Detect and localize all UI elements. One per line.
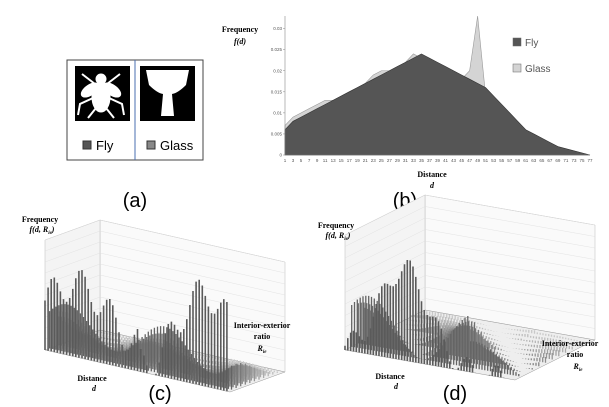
x-tick-label: 41 (443, 158, 449, 163)
depth-label: ratio (567, 350, 583, 359)
depth-label: ratio (254, 332, 270, 341)
y-axis-symbol: f(d) (234, 37, 246, 46)
y-tick-label: 0.005 (271, 131, 283, 136)
legend-swatch (513, 38, 521, 46)
x-tick-label: 49 (475, 158, 481, 163)
x-tick-label: 47 (467, 158, 473, 163)
x-tick-label: 31 (403, 158, 409, 163)
figure: Fly Glass (a) Frequency f(d) Distance d … (0, 0, 609, 407)
legend-swatch (147, 141, 155, 149)
depth-label: Interior-exterior (234, 321, 291, 330)
x-tick-label: 67 (547, 158, 553, 163)
symbol-part: f(d, R (30, 225, 49, 234)
x-tick-label: 53 (491, 158, 497, 163)
symbol-part: f(d, R (326, 231, 345, 240)
legend-label: Glass (525, 64, 551, 75)
x-tick-label: 39 (435, 158, 441, 163)
x-tick-label: 63 (531, 158, 537, 163)
x-axis-label: Distance (375, 372, 405, 381)
panel-label: (d) (443, 383, 467, 405)
x-tick-label: 65 (539, 158, 545, 163)
x-tick-label: 29 (395, 158, 401, 163)
x-tick-label: 43 (451, 158, 457, 163)
x-tick-label: 57 (507, 158, 513, 163)
x-axis-label: Distance (77, 374, 107, 383)
x-axis-label: Distance (417, 170, 447, 179)
x-tick-label: 45 (459, 158, 465, 163)
y-tick-label: 0 (279, 153, 282, 158)
x-tick-label: 69 (555, 158, 561, 163)
x-axis-symbol: d (394, 382, 399, 391)
y-tick-label: 0.01 (273, 110, 282, 115)
x-tick-label: 13 (331, 158, 337, 163)
x-tick-label: 35 (419, 158, 425, 163)
x-tick-label: 9 (316, 158, 319, 163)
x-tick-label: 19 (355, 158, 361, 163)
symbol-part: ) (51, 225, 55, 234)
x-tick-label: 37 (427, 158, 433, 163)
x-tick-label: 15 (339, 158, 345, 163)
panel-label: (a) (123, 190, 147, 212)
x-tick-label: 75 (579, 158, 585, 163)
x-axis-symbol: d (430, 181, 435, 190)
x-tick-label: 25 (379, 158, 385, 163)
y-tick-label: 0.02 (273, 68, 282, 73)
x-tick-label: 11 (323, 158, 328, 163)
x-tick-label: 5 (300, 158, 303, 163)
y-tick-label: 0.03 (273, 26, 282, 31)
x-tick-label: 3 (292, 158, 295, 163)
depth-label: Interior-exterior (542, 339, 599, 348)
x-tick-label: 51 (483, 158, 489, 163)
legend-label: Glass (160, 138, 194, 153)
x-tick-label: 21 (363, 158, 369, 163)
legend-label: Fly (525, 38, 538, 49)
y-tick-label: 0.015 (271, 89, 283, 94)
x-tick-label: 55 (499, 158, 505, 163)
x-tick-label: 17 (347, 158, 353, 163)
x-tick-label: 33 (411, 158, 417, 163)
x-tick-label: 71 (563, 158, 569, 163)
legend-swatch (83, 141, 91, 149)
panel-label: (c) (148, 383, 171, 405)
x-axis-symbol: d (92, 384, 97, 393)
x-tick-label: 59 (515, 158, 521, 163)
y-tick-label: 0.025 (271, 47, 283, 52)
x-tick-label: 23 (371, 158, 377, 163)
x-tick-label: 73 (571, 158, 577, 163)
y-axis-symbol: f(d, Rie) (326, 231, 351, 242)
y-axis-label: Frequency (22, 215, 58, 224)
x-tick-label: 61 (523, 158, 529, 163)
legend-swatch (513, 64, 521, 72)
depth-symbol: Rie (573, 362, 584, 373)
symbol-part: ) (347, 231, 351, 240)
x-tick-label: 77 (587, 158, 593, 163)
y-axis-label: Frequency (318, 221, 354, 230)
x-tick-label: 7 (308, 158, 311, 163)
x-tick-label: 1 (284, 158, 287, 163)
y-axis-label: Frequency (222, 25, 258, 34)
symbol-sub: ie (579, 368, 583, 373)
x-tick-label: 27 (387, 158, 393, 163)
y-axis-symbol: f(d, Rie) (30, 225, 55, 236)
legend-label: Fly (96, 138, 114, 153)
